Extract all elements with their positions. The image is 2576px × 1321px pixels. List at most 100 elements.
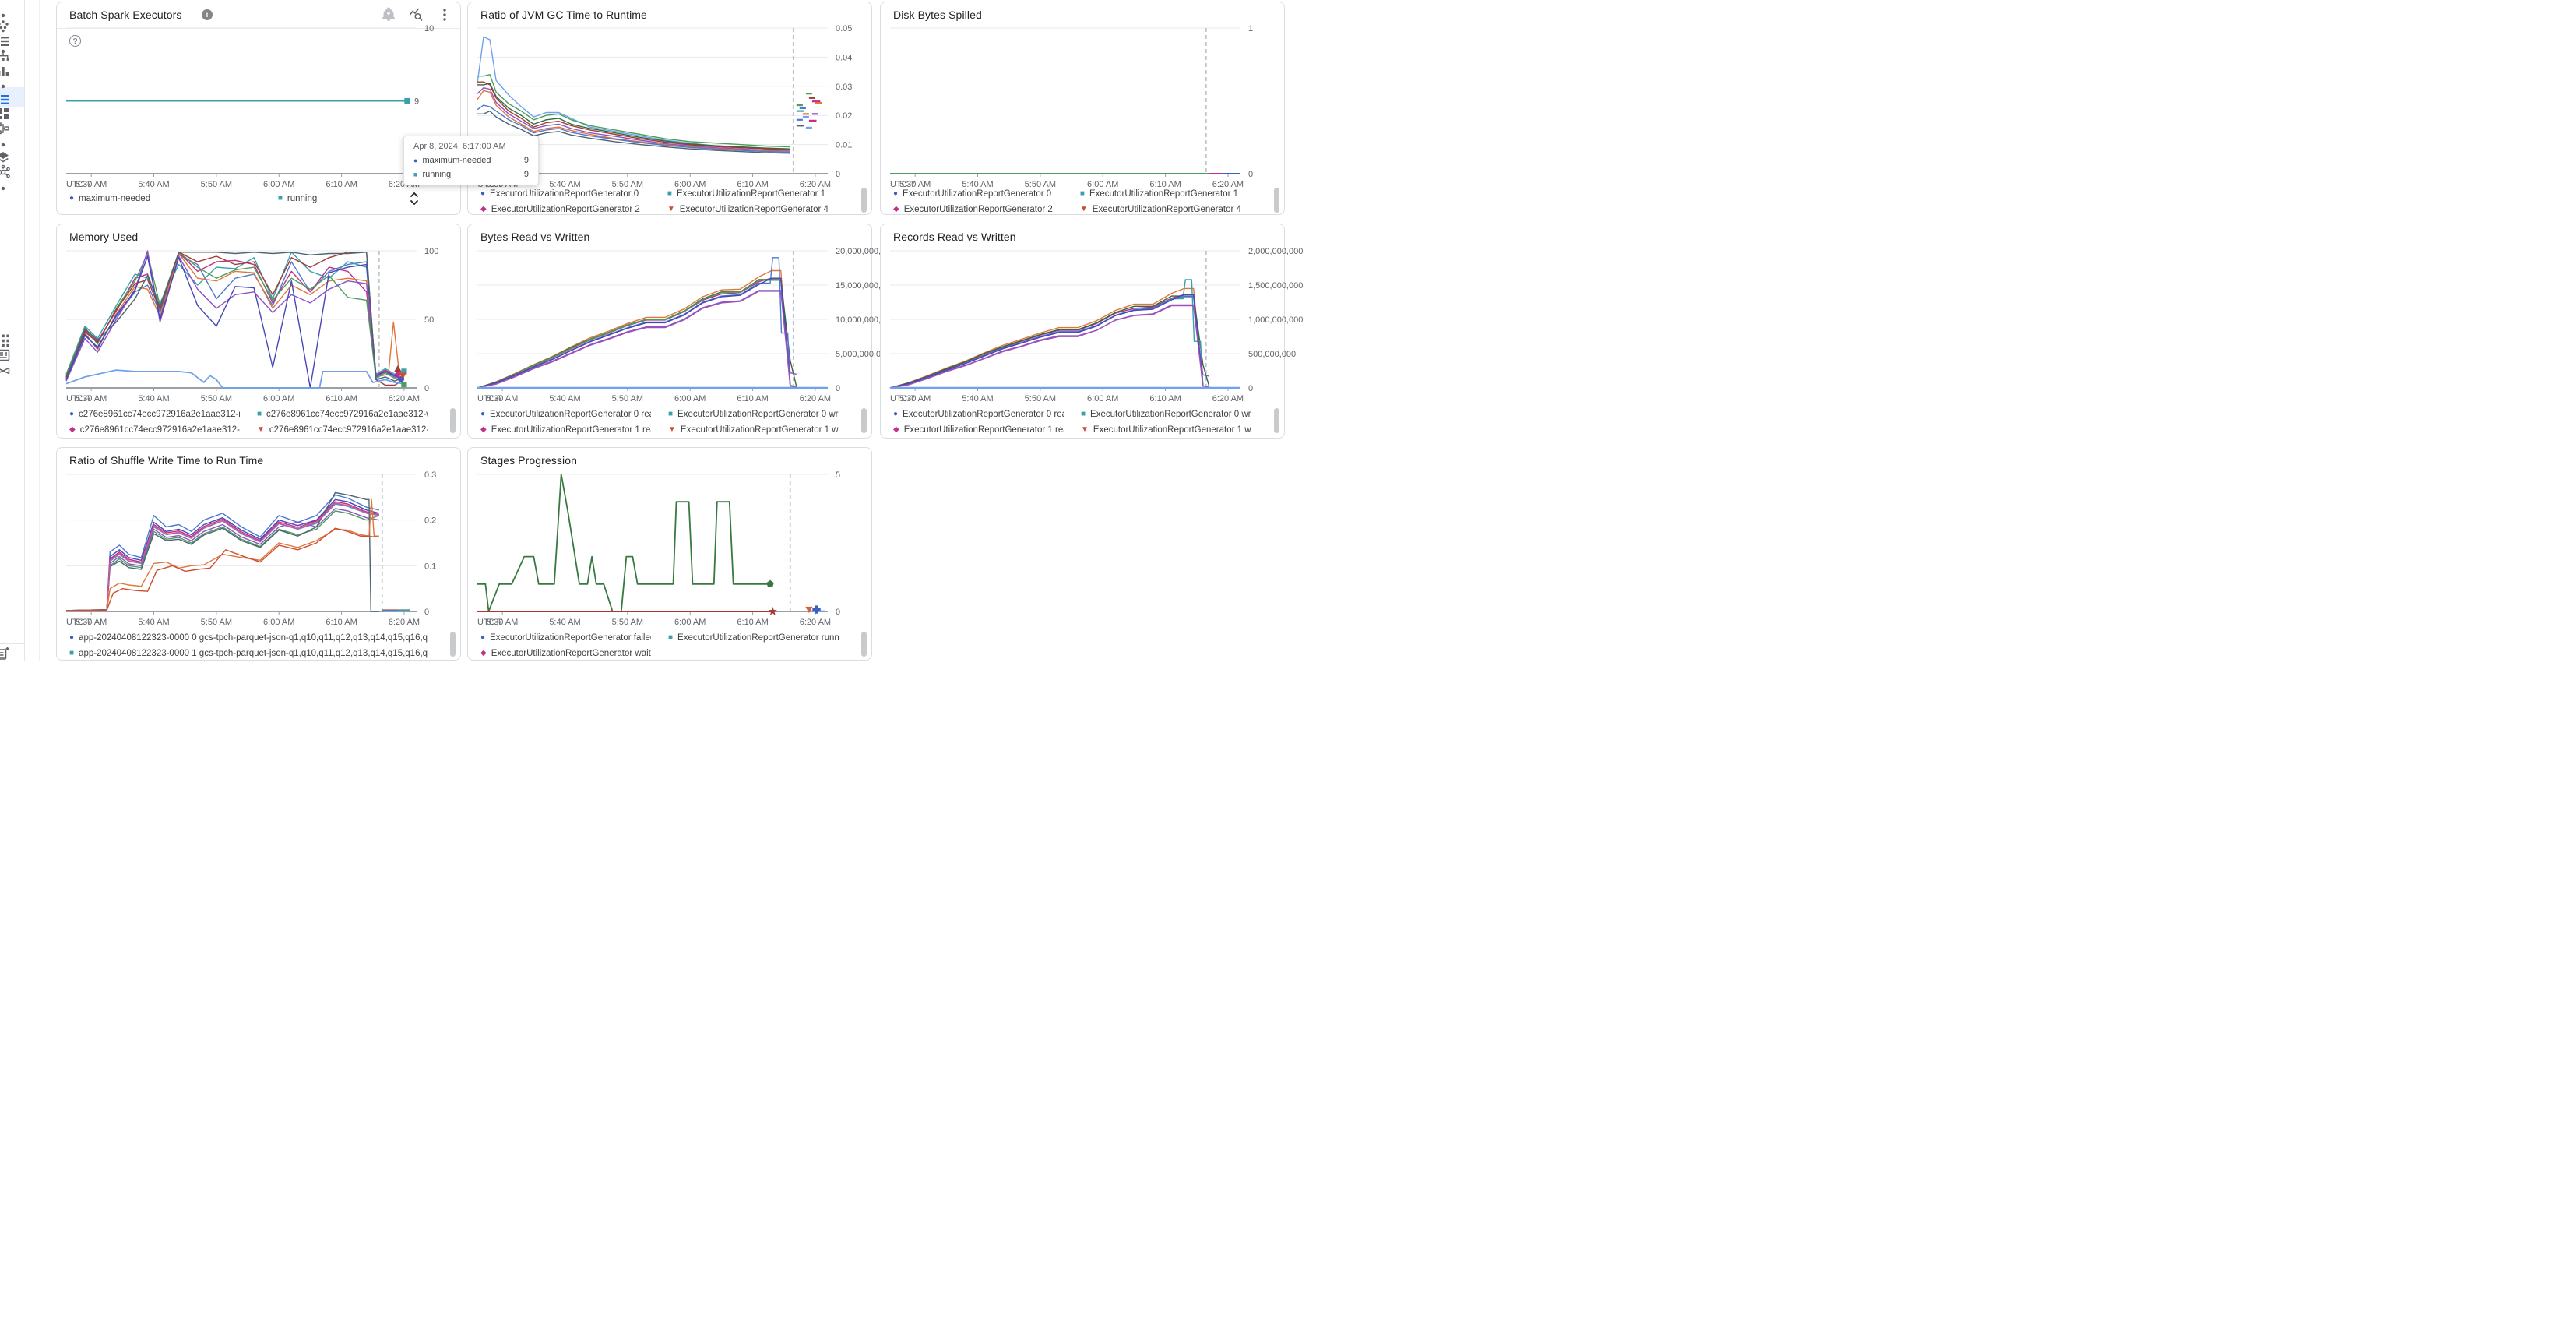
legend-item[interactable]: ◆ ExecutorUtilizationReportGenerator wait… [480,649,651,658]
explore-chart-button[interactable] [409,7,424,23]
x-axis-tick-label: 6:00 AM [1087,394,1118,403]
legend-scrollbar[interactable] [450,632,456,657]
legend-label: ExecutorUtilizationReportGenerator 2 [491,205,640,214]
sidebar-item-dot-1[interactable] [0,8,11,23]
sidebar-item-hub[interactable] [0,164,11,180]
legend-label: ExecutorUtilizationReportGenerator 0 wri… [1090,410,1251,419]
sidebar-item-flowchart[interactable] [0,121,11,136]
kebab-menu-button[interactable] [437,7,452,23]
sidebar-item-feed[interactable] [0,347,11,363]
legend-item[interactable]: ■ app-20240408122323-0000 1 gcs-tpch-parq… [69,649,428,658]
info-icon[interactable]: i [202,9,213,20]
legend-scrollbar[interactable] [450,408,456,433]
sidebar-item-list-active[interactable] [0,92,11,107]
series-end-marker-pentagon-icon [766,579,774,587]
legend-marker-icon: ◆ [480,425,487,434]
legend-scrollbar[interactable] [861,188,867,213]
legend-item[interactable]: ◆ ExecutorUtilizationReportGenerator 2 [893,205,1063,214]
tooltip-timestamp: Apr 8, 2024, 6:17:00 AM [413,142,506,151]
legend-marker-icon: ■ [668,633,674,642]
sidebar-item-labs[interactable] [0,363,11,379]
chart-plot[interactable]: 0.050.040.030.020.010UTC-75:30 AM5:40 AM… [477,24,882,196]
timezone-label: UTC-7 [890,180,915,189]
sidebar-item-dashboards[interactable] [0,106,11,122]
unfold-control[interactable] [409,191,420,210]
legend-item[interactable]: ● ExecutorUtilizationReportGenerator 0 [893,189,1063,199]
legend-item[interactable]: ◆ ExecutorUtilizationReportGenerator 1 re… [480,425,651,435]
add-alert-button[interactable] [381,7,396,23]
x-axis-tick-label: 5:40 AM [549,618,580,627]
legend-marker-icon: ■ [257,410,262,418]
legend-item[interactable]: ▼ ExecutorUtilizationReportGenerator 1 wr… [1081,425,1251,435]
timezone-label: UTC-7 [66,394,91,403]
legend-scrollbar[interactable] [1274,408,1279,433]
sidebar-item-dot-4[interactable] [0,181,11,196]
x-axis-tick-label: 5:40 AM [549,394,580,403]
legend-label: c276e8961cc74ecc972916a2e1aae312-m [79,410,240,419]
chart-plot[interactable]: 20,000,000,00015,000,000,00010,000,000,0… [477,247,895,410]
chart-plot[interactable]: 100 50 0 UTC-75:30 AM 5:40 AM 5:50 AM 6:00 AM 6… [65,247,471,410]
y-axis-tick-label: 0.02 [836,111,852,121]
x-axis-tick-label: 6:10 AM [326,618,357,627]
chart-plot[interactable]: 1 0 UTC-75:30 AM 5:40 AM 5:50 AM 6:00 AM 6:10 … [890,24,1295,196]
legend-label: ExecutorUtilizationReportGenerator 0 [903,189,1052,199]
legend-item[interactable]: ● maximum-needed [69,194,261,203]
chart-plot[interactable]: 2,000,000,000 1,500,000,000 1,000,000,000 5… [889,247,1303,410]
dot-2-icon [1,84,5,89]
chart-plot[interactable]: 5 0 UTC-75:30 AM 5:40 AM 5:50 AM 6:00 AM 6:10 … [477,470,882,633]
legend-item[interactable]: ■ ExecutorUtilizationReportGenerator 1 [667,189,839,199]
legend-item[interactable]: ● ExecutorUtilizationReportGenerator 0 [480,189,650,199]
sidebar-item-schema-tree[interactable] [0,48,11,64]
legend-item[interactable]: ■ running [278,194,428,203]
legend-item[interactable]: ◆ ExecutorUtilizationReportGenerator 2 [480,205,650,214]
x-axis-tick-label: 5:30 AM [76,618,107,627]
legend-scrollbar[interactable] [1274,188,1279,213]
legend-item[interactable]: ◆ ExecutorUtilizationReportGenerator 1 re… [893,425,1064,435]
chart-plot[interactable]: 108UTC-75:30 AM5:40 AM5:50 AM6:00 AM6:10… [66,24,471,196]
series-end-marker-square-icon [404,97,410,104]
legend-item[interactable]: ● c276e8961cc74ecc972916a2e1aae312-m [69,410,240,419]
unfold-more-icon [410,192,418,205]
x-axis-tick-label: 6:20 AM [800,618,831,627]
layers-icon [0,152,9,163]
legend-item[interactable]: ● ExecutorUtilizationReportGenerator 0 re… [480,410,651,419]
legend-marker-icon: ◆ [893,425,899,434]
series-end-marker-tri-down-icon [805,606,813,614]
sidebar-item-list-1[interactable] [0,33,11,49]
sidebar-item-layers[interactable] [0,150,11,165]
legend-item[interactable]: ● ExecutorUtilizationReportGenerator 0 re… [893,410,1064,419]
sidebar-item-grid[interactable] [0,333,11,348]
help-icon[interactable]: ? [69,35,81,47]
legend-scrollbar[interactable] [861,408,867,433]
x-axis-tick-label: 5:30 AM [76,394,107,403]
legend-item[interactable]: ▼ ExecutorUtilizationReportGenerator 4 [1080,205,1251,214]
sidebar-item-compose[interactable] [0,646,11,661]
grid-icon [2,334,9,347]
legend-item[interactable]: ● app-20240408122323-0000 0 gcs-tpch-parq… [69,633,428,643]
chart-plot[interactable]: 0.3 0.2 0.1 0 UTC-75:30 AM 5:40 AM 5:50 AM 6:00… [65,470,471,633]
legend-item[interactable]: ■ ExecutorUtilizationReportGenerator 1 [1080,189,1251,199]
legend-item[interactable]: ▼ ExecutorUtilizationReportGenerator 1 wr… [668,425,839,435]
legend-item[interactable]: ◆ c276e8961cc74ecc972916a2e1aae312-w-1 [69,425,240,435]
legend-label: c276e8961cc74ecc972916a2e1aae312-w-1 [79,425,240,435]
series-marker-icon: ● [413,156,418,164]
legend-item[interactable]: ■ ExecutorUtilizationReportGenerator 0 wr… [668,410,839,419]
x-axis-tick-label: 5:40 AM [138,180,169,189]
legend-scrollbar[interactable] [861,632,867,657]
panel-records-read-vs-written: Records Read vs Written 2,000,000,000 1,50… [880,224,1303,439]
legend-item[interactable]: ■ c276e8961cc74ecc972916a2e1aae312-w-0 [257,410,428,419]
legend-item[interactable]: ▼ ExecutorUtilizationReportGenerator 4 [667,205,839,214]
panel-title: Batch Spark Executors [69,9,182,21]
legend-item[interactable]: ● ExecutorUtilizationReportGenerator fail… [480,633,651,643]
legend-item[interactable]: ▼ c276e8961cc74ecc972916a2e1aae312-w-2 [257,425,428,435]
dot-1-icon [1,13,5,18]
sidebar-item-apps-cluster[interactable] [0,19,11,34]
legend-item[interactable]: ■ ExecutorUtilizationReportGenerator 0 wr… [1081,410,1251,419]
sidebar-item-dot-3[interactable] [0,137,11,153]
sidebar-item-dot-2[interactable] [0,79,11,94]
y-axis-tick-label: 5,000,000,000 [836,350,890,359]
legend-item[interactable]: ■ ExecutorUtilizationReportGenerator runn… [668,633,839,643]
sidebar-item-bar-chart[interactable] [0,63,11,79]
timezone-label: UTC-7 [477,394,502,403]
x-axis-tick-label: 5:50 AM [612,618,643,627]
